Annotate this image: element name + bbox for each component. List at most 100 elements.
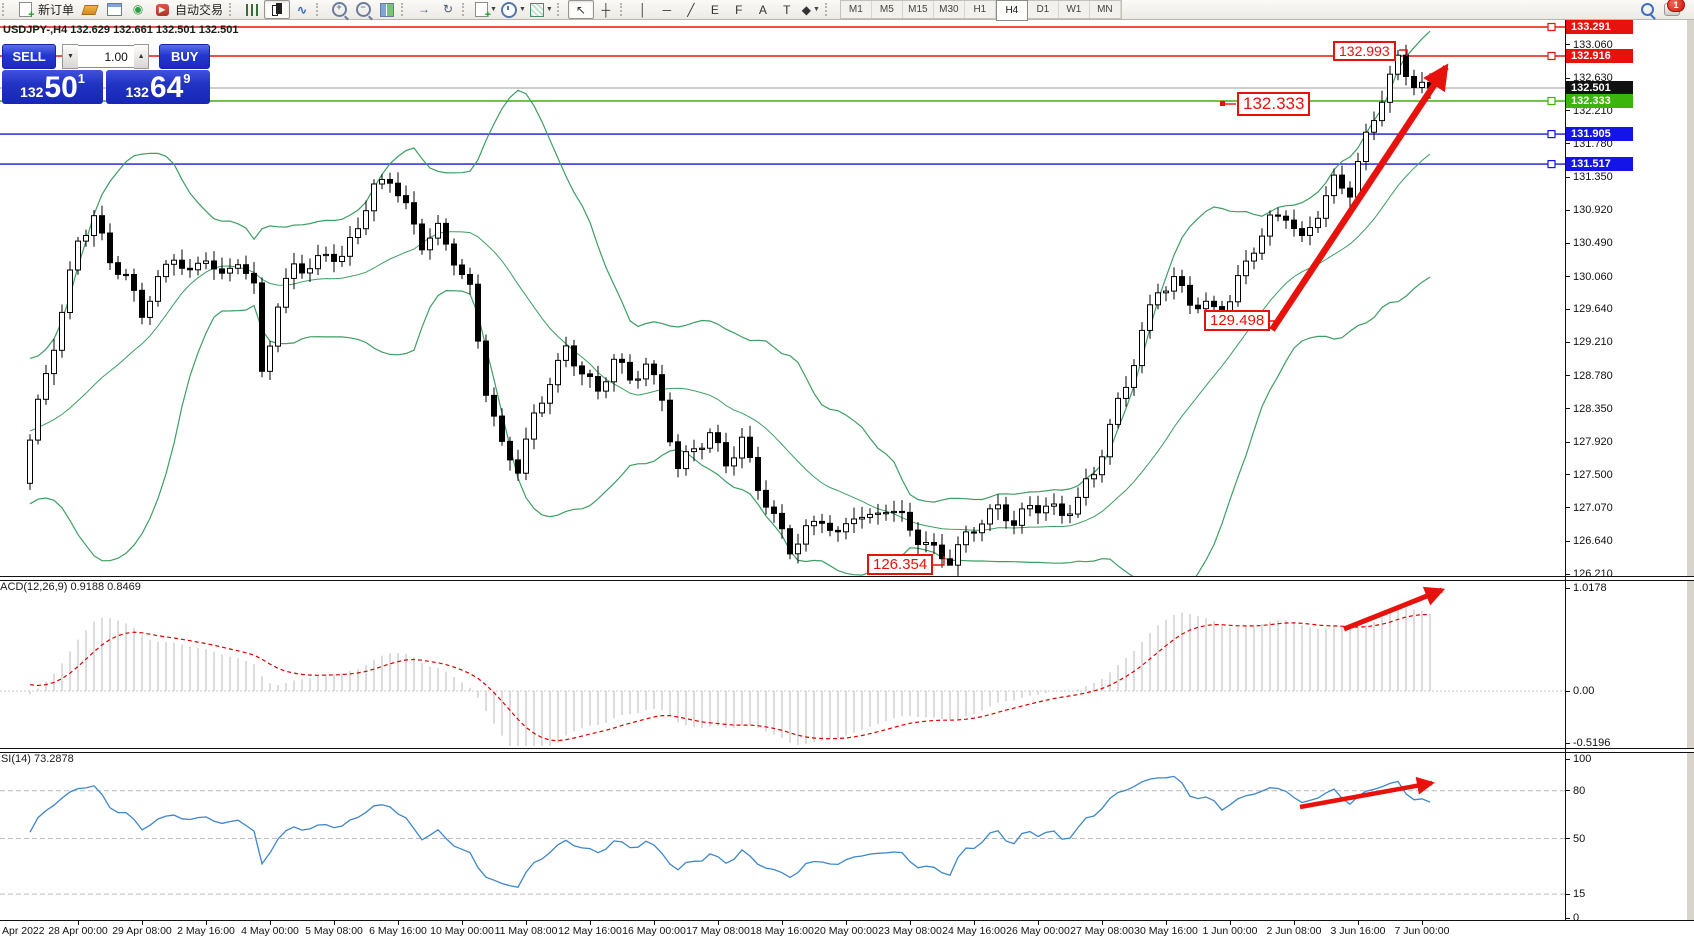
time-axis-label: 26 May 00:00 [1006,925,1070,937]
toolbar-grip[interactable] [824,3,834,16]
notifications-button[interactable]: 1 [1660,0,1685,18]
price-axis-tick: 129.210 [1566,336,1613,348]
timeframe-button-d1[interactable]: D1 [1028,1,1059,18]
chart-window-button[interactable] [102,1,126,18]
periods-button[interactable]: ▼ [499,1,528,18]
timeframe-button-m30[interactable]: M30 [934,1,965,18]
auto-scroll-icon: ↻ [443,2,454,16]
window-edge [1687,20,1694,939]
timeframe-button-mn[interactable]: MN [1090,1,1121,18]
autotrading-button[interactable]: ▶ [150,1,174,18]
trendline-tool[interactable]: ╱ [679,1,703,18]
bar-chart-button[interactable] [240,1,264,18]
zoom-in-button[interactable]: + [327,1,351,18]
tile-windows-icon [380,2,395,17]
cursor-tool-button[interactable]: ↖ [567,0,594,19]
zoom-out-button[interactable]: − [351,1,375,18]
sell-price-big: 50 [44,71,78,104]
time-axis-label: 24 May 16:00 [942,925,1006,937]
toolbar-grip[interactable] [462,3,471,16]
timeframe-button-m5[interactable]: M5 [872,1,903,18]
text-tool[interactable]: A [751,1,775,18]
horizontal-level-lines[interactable] [0,22,1565,169]
price-axis-tick: 126.210 [1566,568,1613,580]
timeframe-button-m1[interactable]: M1 [841,1,872,18]
templates-button[interactable]: ▼ [528,1,555,18]
time-axis-label: 29 Apr 08:00 [112,925,172,937]
chart-shift-icon: → [418,2,431,16]
price-axis-tick: 130.060 [1566,271,1613,283]
timeframe-button-h1[interactable]: H1 [965,1,996,18]
price-axis-tick: 128.780 [1566,370,1613,382]
signals-button[interactable]: ◉ [126,1,150,18]
price-axis-tick: 127.920 [1566,436,1613,448]
buy-price[interactable]: 132 64 9 [106,70,210,104]
signals-icon: ◉ [132,2,144,16]
sell-price-prefix: 132 [20,84,44,100]
price-callout[interactable]: 132.333 [1237,92,1311,116]
fibonacci-tool[interactable]: F [727,1,751,18]
buy-button[interactable]: BUY [159,44,210,69]
vertical-line-tool[interactable]: │ [631,1,655,18]
timeframe-button-w1[interactable]: W1 [1059,1,1090,18]
arrows-tool[interactable]: ◆ ▼ [799,1,823,18]
timeframe-button-h4[interactable]: H4 [995,0,1028,21]
new-order-button[interactable]: + [13,1,37,21]
horizontal-line-icon: ─ [662,2,672,17]
sell-price[interactable]: 132 50 1 [2,70,104,104]
toolbar-grip[interactable] [2,3,11,16]
toolbar-grip[interactable] [619,3,629,16]
vertical-line-icon: │ [639,2,647,17]
chart-shift-button[interactable]: → [412,1,436,18]
time-axis-label: 11 May 08:00 [494,925,558,937]
price-callout[interactable]: 132.993 [1333,41,1396,62]
line-chart-button[interactable]: ∿ [290,1,314,18]
timeframe-toolbar: M1 M5 M15 M30 H1 H4 D1 W1 MN [839,0,1122,21]
autotrading-label[interactable]: 自动交易 [175,3,224,17]
panel-splitter[interactable] [0,748,1694,753]
equidistant-channel-tool[interactable]: E [703,1,727,18]
text-label-icon: T [783,2,791,17]
trendline-icon: ╱ [687,2,695,17]
price-callout[interactable]: 126.354 [867,554,934,576]
horizontal-line-tool[interactable]: ─ [655,1,679,18]
tile-windows-button[interactable] [375,1,399,18]
chart-window: USDJPY-,H4 132.629 132.661 132.501 132.5… [0,19,1694,939]
eraser-icon [81,4,99,15]
auto-scroll-button[interactable]: ↻ [436,1,460,18]
cursor-icon: ↖ [575,2,586,17]
toolbar-grip[interactable] [229,3,238,16]
text-label-tool[interactable]: T [775,1,799,18]
trend-arrows[interactable] [931,49,1449,810]
toolbar-grip[interactable] [556,3,566,16]
panel-splitter[interactable] [0,576,1694,581]
crosshair-tool-button[interactable]: ┼ [594,1,618,18]
time-axis-label: 5 May 08:00 [305,925,363,937]
zoom-out-icon: − [355,2,371,17]
clock-icon [500,1,517,18]
price-callout[interactable]: 129.498 [1204,310,1271,332]
sell-price-pip: 1 [77,71,85,86]
volume-decrease-button[interactable]: ▼ [62,44,78,69]
toolbar-grip[interactable] [401,3,410,16]
time-axis-tick [590,921,591,925]
toolbar-grip[interactable] [316,3,325,16]
new-order-label[interactable]: 新订单 [38,3,75,17]
price-axis-tick: 131.350 [1566,171,1613,183]
indicators-button[interactable]: + ▼ [473,1,499,21]
time-axis-tick [654,921,655,925]
volume-increase-button[interactable]: ▲ [133,44,150,69]
notification-badge: 1 [1667,0,1685,12]
time-axis-label: 17 May 08:00 [686,925,750,937]
timeframe-button-m15[interactable]: M15 [903,1,934,18]
price-level-badge: 132.501 [1566,81,1633,96]
eraser-button[interactable] [78,1,102,18]
sell-button[interactable]: SELL [2,44,57,69]
chevron-down-icon: ▼ [518,6,526,13]
candlestick-chart-button[interactable] [264,0,291,19]
macd-axis-tick: -0.5196 [1566,737,1610,749]
volume-input[interactable] [77,45,134,68]
new-order-icon: + [18,2,35,21]
search-button[interactable] [1636,1,1660,18]
